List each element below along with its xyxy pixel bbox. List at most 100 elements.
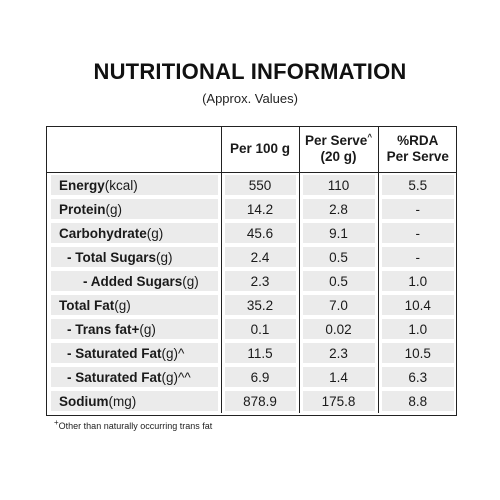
page-title: NUTRITIONAL INFORMATION (93, 59, 407, 84)
table-row: Sodium (mg) 878.9 175.8 8.8 (46, 389, 457, 413)
header-per-serve-sup: ^ (367, 132, 372, 142)
per-serve-value-cell: 9.1 (298, 221, 378, 245)
nutrient-label: Sodium (mg) (51, 391, 218, 411)
per-serve-value: 0.02 (302, 319, 375, 339)
nutrient-cell: Protein (g) (46, 197, 221, 221)
rda-value: 1.0 (381, 271, 454, 291)
per-100g-value: 45.6 (224, 223, 296, 243)
nutrient-unit: (g)^^ (161, 369, 191, 385)
nutrient-label: Protein (g) (51, 199, 218, 219)
table-row: Energy (kcal) 550 110 5.5 (46, 172, 457, 198)
table-row: - Added Sugars (g) 2.3 0.5 1.0 (46, 269, 457, 293)
page-subtitle: (Approx. Values) (202, 91, 298, 106)
nutrient-cell: Carbohydrate (g) (46, 221, 221, 245)
nutrition-table: Per 100 g Per Serve^ (20 g) %RDA Per Ser… (46, 126, 457, 413)
per-serve-value: 9.1 (302, 223, 375, 243)
nutrient-unit: (g) (146, 225, 164, 241)
per-100g-value-cell: 0.1 (220, 317, 299, 341)
nutrient-label: Total Fat (g) (51, 295, 218, 315)
nutrient-label: Energy (kcal) (51, 175, 218, 195)
nutrient-cell: - Saturated Fat (g)^ (46, 341, 221, 365)
nutrient-name: Carbohydrate (59, 225, 147, 241)
per-serve-value-cell: 110 (298, 172, 378, 197)
rda-value-cell: 1.0 (377, 269, 457, 293)
per-100g-value: 14.2 (224, 199, 296, 219)
per-serve-value-cell: 7.0 (298, 293, 378, 317)
nutrient-name: Sodium (59, 393, 109, 409)
nutrient-label: - Saturated Fat (g)^ (51, 343, 218, 363)
table-row: - Saturated Fat (g)^ 11.5 2.3 10.5 (46, 341, 457, 365)
per-100g-value-cell: 45.6 (220, 221, 299, 245)
rda-value: 8.8 (381, 391, 454, 411)
per-100g-value-cell: 35.2 (220, 293, 299, 317)
per-serve-value-cell: 0.5 (298, 269, 378, 293)
header-per-serve-qty: (20 g) (320, 149, 357, 164)
rda-value: - (381, 223, 454, 243)
nutrient-name: - Added Sugars (83, 273, 183, 289)
per-100g-value-cell: 6.9 (220, 365, 299, 389)
nutrient-unit: (g) (156, 249, 173, 265)
header-rda: %RDA Per Serve (377, 126, 457, 173)
rda-value-cell: 1.0 (377, 317, 457, 341)
nutrient-name: - Saturated Fat (67, 345, 162, 361)
rda-value-cell: 10.4 (377, 293, 457, 317)
nutrient-cell: Total Fat (g) (46, 293, 221, 317)
nutrient-label: - Total Sugars (g) (51, 247, 218, 267)
rda-value: 5.5 (381, 175, 454, 195)
nutrient-unit: (g) (105, 201, 123, 217)
table-row: - Saturated Fat (g)^^ 6.9 1.4 6.3 (46, 365, 457, 389)
per-100g-value: 550 (224, 175, 296, 195)
per-100g-value: 35.2 (224, 295, 296, 315)
nutrient-unit: (mg) (108, 393, 137, 409)
rda-value-cell: 10.5 (377, 341, 457, 365)
per-100g-value-cell: 2.3 (220, 269, 299, 293)
nutrient-cell: - Saturated Fat (g)^^ (46, 365, 221, 389)
rda-value-cell: - (377, 221, 457, 245)
per-serve-value-cell: 2.8 (298, 197, 378, 221)
header-per-100g-label: Per 100 g (229, 141, 291, 156)
nutrient-unit: (g)^ (161, 345, 185, 361)
per-serve-value-cell: 1.4 (298, 365, 378, 389)
table-row: - Trans fat+ (g) 0.1 0.02 1.0 (46, 317, 457, 341)
nutrient-name: - Total Sugars (67, 249, 157, 265)
per-serve-value-cell: 0.5 (298, 245, 378, 269)
per-100g-value-cell: 2.4 (220, 245, 299, 269)
per-serve-value: 2.8 (302, 199, 375, 219)
table-row: Protein (g) 14.2 2.8- (46, 197, 457, 221)
table-row: - Total Sugars (g) 2.4 0.5- (46, 245, 457, 269)
nutrient-cell: - Total Sugars (g) (46, 245, 221, 269)
nutrient-unit: (g) (182, 273, 199, 289)
per-serve-value-cell: 175.8 (298, 389, 378, 413)
nutrient-name: Total Fat (59, 297, 115, 313)
header-per-serve: Per Serve^ (20 g) (298, 126, 378, 173)
per-serve-value-cell: 2.3 (298, 341, 378, 365)
per-serve-value: 110 (302, 175, 375, 195)
header-blank (46, 126, 221, 173)
per-100g-value: 2.3 (224, 271, 296, 291)
nutrient-name: - Saturated Fat (67, 369, 162, 385)
table-header-row: Per 100 g Per Serve^ (20 g) %RDA Per Ser… (46, 126, 457, 173)
nutrient-cell: Energy (kcal) (46, 173, 221, 198)
rda-value-cell: 5.5 (377, 172, 457, 197)
nutrient-label: - Trans fat+ (g) (51, 319, 218, 339)
nutrient-cell: Sodium (mg) (46, 389, 221, 413)
nutrient-cell: - Trans fat+ (g) (46, 317, 221, 341)
nutrient-unit: (kcal) (104, 177, 138, 193)
header-rda-label: %RDA (397, 133, 439, 148)
per-100g-value: 2.4 (224, 247, 296, 267)
per-100g-value-cell: 550 (220, 172, 299, 197)
footnote: +Other than naturally occurring trans fa… (54, 418, 213, 432)
nutrient-name: - Trans fat+ (67, 321, 140, 337)
rda-value: - (381, 247, 454, 267)
footnote-text: Other than naturally occurring trans fat (58, 421, 213, 431)
footnote-mark: + (54, 418, 59, 427)
per-100g-value: 11.5 (224, 343, 296, 363)
nutrient-label: - Saturated Fat (g)^^ (51, 367, 218, 387)
nutrient-label: - Added Sugars (g) (51, 271, 218, 291)
per-serve-value: 2.3 (302, 343, 375, 363)
per-serve-value-cell: 0.02 (298, 317, 378, 341)
per-100g-value: 6.9 (224, 367, 296, 387)
nutrient-cell: - Added Sugars (g) (46, 269, 221, 293)
nutrient-name: Protein (59, 201, 106, 217)
per-serve-value: 1.4 (302, 367, 375, 387)
